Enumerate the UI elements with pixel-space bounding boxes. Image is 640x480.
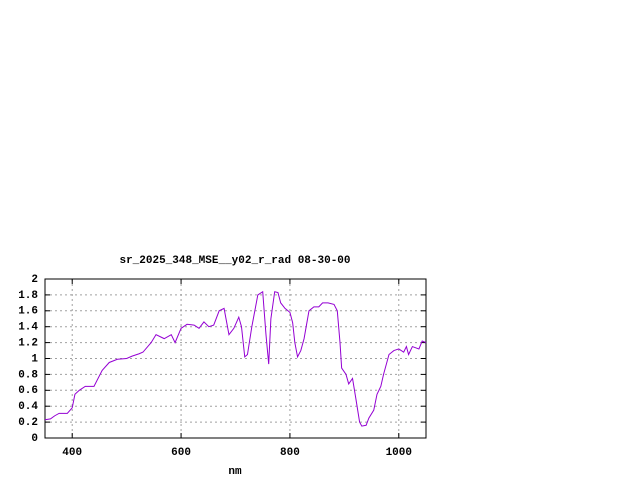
y-tick-label: 1.8 [18,290,38,302]
y-tick-label: 2 [31,274,38,286]
x-axis-label: nm [228,466,242,478]
y-tick-label: 0.6 [18,385,38,397]
y-tick-label: 1.6 [18,306,38,318]
y-tick-label: 0.2 [18,417,38,429]
plot-border [44,278,427,439]
x-tick-label: 400 [62,447,82,459]
y-tick-label: 1.4 [18,322,38,334]
chart-title: sr_2025_348_MSE__y02_r_rad 08-30-00 [119,255,350,267]
x-tick-label: 600 [171,447,191,459]
x-tick-label: 800 [280,447,300,459]
data-line [44,290,427,427]
y-tick-label: 0 [31,433,38,445]
y-tick-label: 1.2 [18,338,38,350]
x-tick-label: 1000 [386,447,412,459]
y-tick-label: 1 [31,353,38,365]
y-tick-label: 0.4 [18,401,38,413]
y-tick-label: 0.8 [18,369,38,381]
